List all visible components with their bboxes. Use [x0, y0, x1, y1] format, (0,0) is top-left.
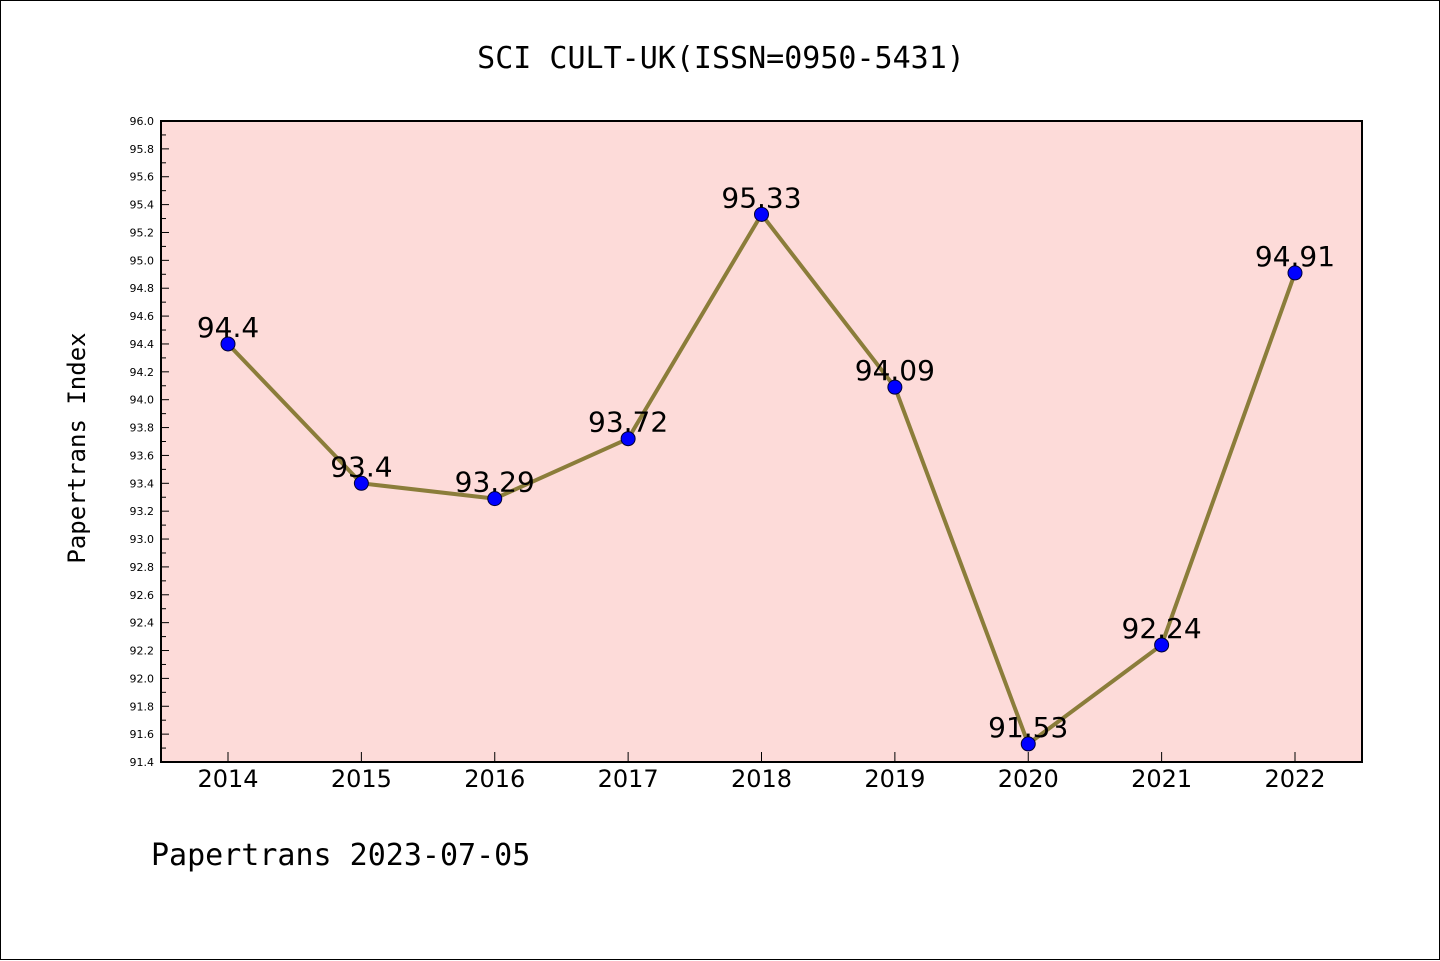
y-tick-label: 92.2 — [130, 645, 155, 658]
y-tick-label: 92.8 — [130, 561, 155, 574]
data-label: 95.33 — [721, 181, 801, 214]
y-tick-label: 93.0 — [130, 533, 155, 546]
y-tick-label: 95.6 — [130, 171, 155, 184]
data-point[interactable] — [1287, 265, 1303, 281]
x-tick-label: 2019 — [864, 765, 925, 793]
plot-background — [161, 121, 1362, 762]
y-tick-label: 94.4 — [130, 338, 155, 351]
data-point[interactable] — [487, 491, 503, 507]
y-tick-label: 91.8 — [130, 700, 155, 713]
data-label: 93.29 — [455, 466, 535, 499]
data-point[interactable] — [620, 431, 636, 447]
y-tick-label: 95.4 — [130, 199, 155, 212]
y-tick-label: 93.6 — [130, 449, 155, 462]
data-point[interactable] — [887, 379, 903, 395]
y-tick-label: 94.8 — [130, 282, 155, 295]
data-label: 94.4 — [197, 311, 259, 344]
y-tick-label: 93.2 — [130, 505, 155, 518]
y-tick-label: 95.0 — [130, 254, 155, 267]
x-tick-label: 2022 — [1264, 765, 1325, 793]
y-tick-label: 95.2 — [130, 226, 155, 239]
x-tick-label: 2020 — [998, 765, 1059, 793]
chart-title: SCI CULT-UK(ISSN=0950-5431) — [477, 41, 965, 76]
data-label: 94.91 — [1255, 240, 1335, 273]
y-tick-label: 92.6 — [130, 589, 155, 602]
footer-date: Papertrans 2023-07-05 — [151, 838, 530, 873]
y-tick-label: 93.8 — [130, 422, 155, 435]
data-point[interactable] — [220, 336, 236, 352]
y-tick-label: 93.4 — [130, 477, 155, 490]
plot-border — [160, 120, 1363, 763]
y-tick-label: 92.0 — [130, 672, 155, 685]
data-point[interactable] — [754, 206, 769, 222]
y-axis-label: Papertrans Index — [63, 332, 91, 563]
data-point[interactable] — [1154, 637, 1170, 653]
data-label: 93.4 — [330, 450, 392, 483]
y-tick-label: 94.2 — [130, 366, 155, 379]
data-label: 92.24 — [1122, 612, 1202, 645]
y-tick-label: 91.6 — [130, 728, 155, 741]
y-tick-label: 92.4 — [130, 617, 155, 630]
data-label: 91.53 — [988, 711, 1068, 744]
y-tick-label: 91.4 — [130, 756, 155, 769]
data-point[interactable] — [353, 475, 369, 491]
x-tick-label: 2014 — [197, 765, 258, 793]
x-tick-label: 2017 — [598, 765, 659, 793]
data-label: 93.72 — [588, 406, 668, 439]
plot-area: 91.4 91.6 91.8 92.0 92.2 92.4 92.6 92.8 93.0 93.2… — [130, 115, 1363, 793]
x-tick-label: 2021 — [1131, 765, 1192, 793]
y-tick-label: 96.0 — [130, 115, 155, 128]
y-tick-label: 95.8 — [130, 143, 155, 156]
data-point[interactable] — [1020, 736, 1036, 752]
y-tick-label: 94.0 — [130, 394, 155, 407]
x-tick-label: 2016 — [464, 765, 525, 793]
x-tick-label: 2018 — [731, 765, 792, 793]
x-tick-label: 2015 — [331, 765, 392, 793]
y-tick-label: 94.6 — [130, 310, 155, 323]
data-label: 94.09 — [855, 354, 935, 387]
